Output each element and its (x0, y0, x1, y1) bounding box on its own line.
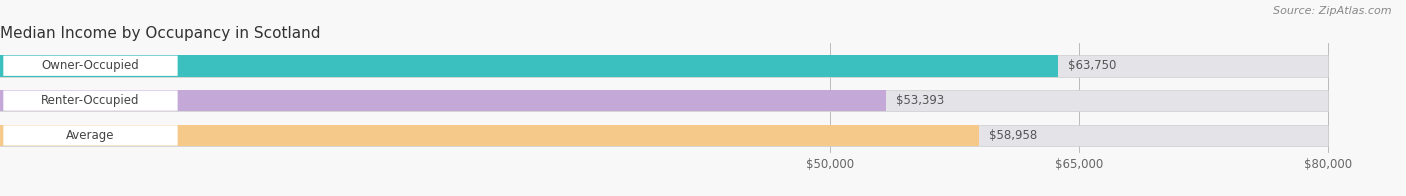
Text: Source: ZipAtlas.com: Source: ZipAtlas.com (1274, 6, 1392, 16)
Text: $58,958: $58,958 (988, 129, 1038, 142)
Text: Owner-Occupied: Owner-Occupied (42, 59, 139, 72)
FancyBboxPatch shape (3, 125, 177, 146)
FancyBboxPatch shape (3, 56, 177, 76)
FancyBboxPatch shape (3, 91, 177, 111)
Bar (0, 90, 1329, 111)
Bar (0, 125, 1329, 146)
Text: Average: Average (66, 129, 115, 142)
Text: Median Income by Occupancy in Scotland: Median Income by Occupancy in Scotland (0, 26, 321, 41)
Bar (0, 90, 886, 111)
Bar (0, 55, 1329, 77)
Text: $53,393: $53,393 (897, 94, 945, 107)
Text: Renter-Occupied: Renter-Occupied (41, 94, 139, 107)
Bar (0, 125, 979, 146)
Bar (0, 55, 1059, 77)
Text: $63,750: $63,750 (1069, 59, 1116, 72)
